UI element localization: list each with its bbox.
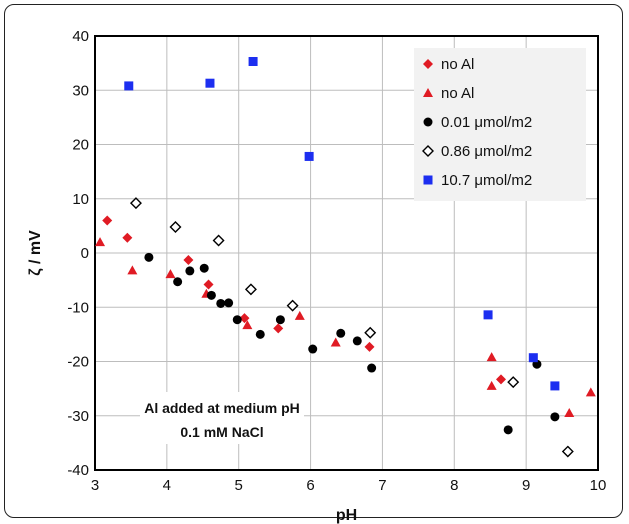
data-point <box>308 344 318 354</box>
data-point <box>216 298 226 308</box>
series-0 <box>102 215 506 385</box>
legend-marker <box>423 175 433 185</box>
data-point <box>367 363 377 373</box>
data-point <box>255 329 265 339</box>
data-point <box>95 237 106 247</box>
data-point <box>486 352 497 362</box>
series-2 <box>144 252 560 435</box>
data-point <box>203 279 214 290</box>
legend-item-4[interactable]: 10.7 μmol/m2 <box>423 172 533 189</box>
y-tick-label: 30 <box>72 82 89 99</box>
data-point <box>165 269 176 279</box>
data-point <box>364 341 375 352</box>
legend-marker <box>422 145 434 157</box>
x-tick-label: 7 <box>378 477 386 494</box>
legend-item-0[interactable]: no Al <box>423 56 474 73</box>
figure-frame <box>4 4 623 518</box>
y-tick-label: 0 <box>81 245 89 262</box>
y-tick-label: -10 <box>67 299 89 316</box>
data-point <box>585 387 596 397</box>
plot-border <box>94 35 599 471</box>
data-points <box>95 56 596 458</box>
x-tick-label: 9 <box>522 477 530 494</box>
data-point <box>352 336 362 346</box>
data-point <box>169 220 182 233</box>
legend-label: 0.86 μmol/m2 <box>441 143 532 160</box>
y-tick-label: -40 <box>67 462 89 479</box>
annotation: Al added at medium pH 0.1 mM NaCl <box>140 392 304 444</box>
data-point <box>124 81 134 91</box>
legend-marker <box>423 88 433 97</box>
data-point <box>275 315 285 325</box>
y-tick-label: 10 <box>72 191 89 208</box>
data-point <box>561 445 574 458</box>
x-axis-label: pH <box>336 507 357 524</box>
y-tick-label: -20 <box>67 354 89 371</box>
data-point <box>232 315 242 325</box>
x-tick-label: 5 <box>235 477 243 494</box>
legend-label: no Al <box>441 85 474 102</box>
data-point <box>183 255 194 266</box>
data-point <box>212 234 225 247</box>
data-point <box>294 310 305 320</box>
data-point <box>239 313 250 324</box>
data-point <box>364 326 377 339</box>
data-point <box>486 380 497 390</box>
y-axis-label: ζ / mV <box>27 230 44 276</box>
data-point <box>483 310 493 320</box>
data-point <box>205 78 215 88</box>
data-point <box>102 215 113 226</box>
x-tick-label: 8 <box>450 477 458 494</box>
data-point <box>503 425 513 435</box>
series-3 <box>129 197 574 458</box>
data-point <box>248 56 258 66</box>
legend-label: 10.7 μmol/m2 <box>441 172 532 189</box>
data-point <box>330 337 341 347</box>
series-4 <box>124 56 560 391</box>
legend-item-2[interactable]: 0.01 μmol/m2 <box>423 114 533 131</box>
legend[interactable]: no Al no Al 0.01 μmol/m2 0.86 μmol/m2 10.7 μ… <box>414 48 586 201</box>
data-point <box>273 323 284 334</box>
annotation-box <box>140 392 304 444</box>
data-point <box>550 381 560 391</box>
x-tick-label: 4 <box>163 477 171 494</box>
legend-item-1[interactable]: no Al <box>423 85 474 102</box>
data-point <box>173 277 183 287</box>
legend-marker <box>423 117 433 127</box>
data-point <box>550 412 560 422</box>
x-tick-label: 3 <box>91 477 99 494</box>
data-point <box>206 290 216 300</box>
x-tick-label: 6 <box>306 477 314 494</box>
data-point <box>304 151 314 161</box>
series-1 <box>95 237 596 418</box>
legend-label: 0.01 μmol/m2 <box>441 114 532 131</box>
y-tick-label: 40 <box>72 28 89 45</box>
data-point <box>144 252 154 262</box>
annotation-line-1: Al added at medium pH <box>144 400 300 416</box>
data-point <box>199 263 209 273</box>
axis-ticks: 3 4 5 6 7 8 9 10 -40 -30 -20 -10 0 10 20 30 40 <box>67 28 606 494</box>
x-tick-label: 10 <box>590 477 607 494</box>
data-point <box>564 408 575 418</box>
y-tick-label: -30 <box>67 408 89 425</box>
legend-label: no Al <box>441 56 474 73</box>
data-point <box>224 298 234 308</box>
data-point <box>122 232 133 243</box>
data-point <box>336 328 346 338</box>
legend-marker <box>423 59 433 69</box>
data-point <box>507 376 520 389</box>
legend-box <box>414 48 586 201</box>
data-point <box>242 320 253 330</box>
data-point <box>185 266 195 276</box>
data-point <box>129 197 142 210</box>
data-point <box>495 374 506 385</box>
data-point <box>244 283 257 296</box>
legend-item-3[interactable]: 0.86 μmol/m2 <box>422 143 532 160</box>
data-point <box>528 353 538 363</box>
annotation-line-2: 0.1 mM NaCl <box>180 424 263 440</box>
data-point <box>127 265 138 275</box>
y-tick-label: 20 <box>72 137 89 154</box>
data-point <box>286 299 299 312</box>
